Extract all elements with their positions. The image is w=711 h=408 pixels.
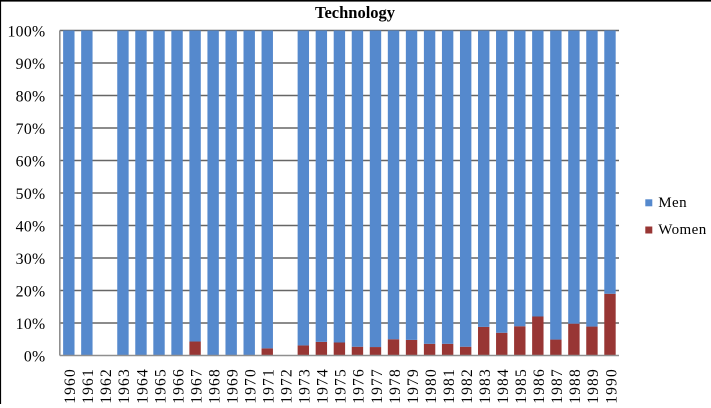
svg-text:1982: 1982 (459, 369, 476, 404)
svg-text:1961: 1961 (80, 369, 97, 404)
svg-text:20%: 20% (16, 284, 46, 301)
svg-text:1990: 1990 (603, 369, 620, 404)
svg-text:1963: 1963 (116, 369, 133, 404)
svg-text:1968: 1968 (206, 369, 223, 404)
svg-text:1974: 1974 (315, 369, 332, 404)
svg-text:80%: 80% (16, 89, 46, 106)
svg-text:1978: 1978 (387, 369, 404, 404)
svg-text:1981: 1981 (441, 369, 458, 404)
svg-text:60%: 60% (16, 154, 46, 171)
svg-text:1972: 1972 (279, 369, 296, 404)
svg-text:1977: 1977 (369, 369, 386, 404)
svg-text:1989: 1989 (585, 369, 602, 404)
svg-text:30%: 30% (16, 251, 46, 268)
svg-text:1969: 1969 (224, 369, 241, 404)
svg-text:1979: 1979 (405, 369, 422, 404)
svg-text:100%: 100% (7, 24, 45, 41)
svg-text:10%: 10% (16, 316, 46, 333)
svg-text:Men: Men (658, 195, 687, 211)
svg-text:1980: 1980 (423, 369, 440, 404)
svg-text:1984: 1984 (495, 369, 512, 404)
svg-text:1960: 1960 (62, 369, 79, 404)
svg-text:40%: 40% (16, 219, 46, 236)
svg-text:50%: 50% (16, 186, 46, 203)
svg-text:1970: 1970 (243, 369, 260, 404)
svg-text:1967: 1967 (188, 369, 205, 404)
svg-text:1962: 1962 (98, 369, 115, 404)
svg-text:1976: 1976 (351, 369, 368, 404)
svg-text:1988: 1988 (567, 369, 584, 404)
svg-text:1987: 1987 (549, 369, 566, 404)
svg-text:1975: 1975 (333, 369, 350, 404)
svg-text:0%: 0% (24, 349, 46, 366)
svg-text:1971: 1971 (261, 369, 278, 404)
svg-text:1964: 1964 (134, 369, 151, 404)
svg-text:70%: 70% (16, 121, 46, 138)
svg-text:Women: Women (658, 222, 707, 238)
svg-text:1973: 1973 (297, 369, 314, 404)
svg-text:1966: 1966 (170, 369, 187, 404)
svg-text:1965: 1965 (152, 369, 169, 404)
svg-text:1985: 1985 (513, 369, 530, 404)
svg-text:1986: 1986 (531, 369, 548, 404)
svg-text:Technology: Technology (315, 3, 396, 22)
svg-text:1983: 1983 (477, 369, 494, 404)
svg-text:90%: 90% (16, 56, 46, 73)
